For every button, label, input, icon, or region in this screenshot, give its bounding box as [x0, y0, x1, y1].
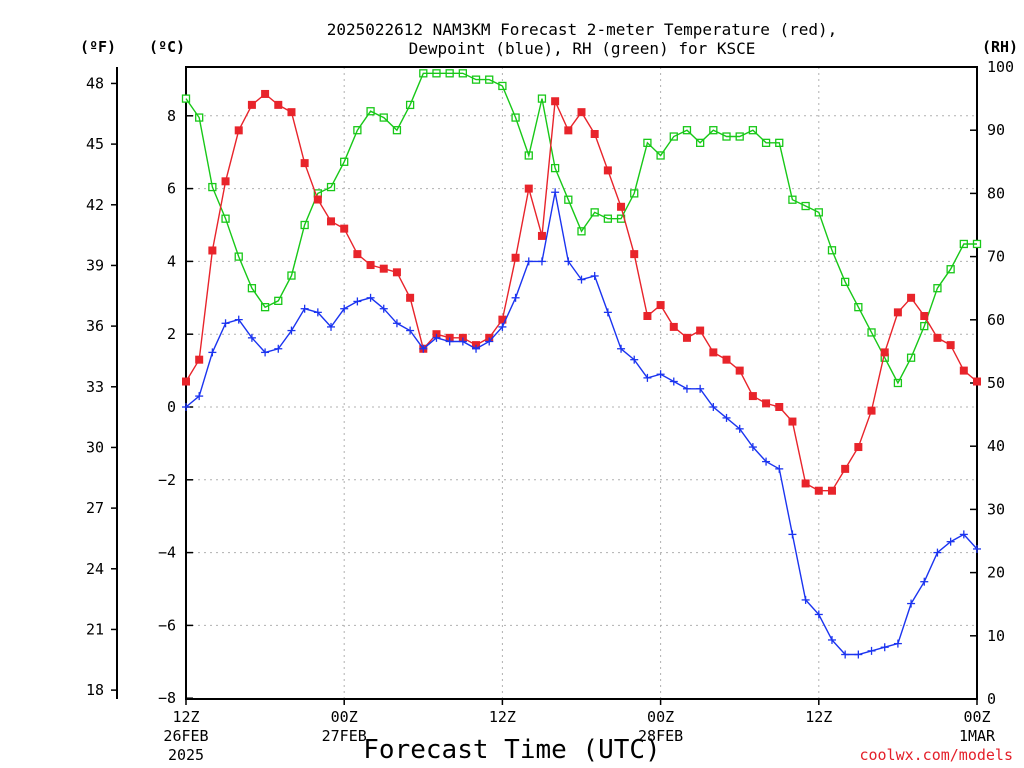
rh-axis: 0 10 20 30 40 50 60 70 80 90 100 — [970, 58, 1014, 708]
celsius-unit-label: (ºC) — [149, 38, 185, 56]
time-tick-label: 12Z — [805, 708, 832, 726]
fahrenheit-unit-label: (ºF) — [80, 38, 116, 56]
fahrenheit-tick-label: 33 — [86, 378, 104, 396]
rh-tick-label: 100 — [987, 58, 1014, 76]
year-tick-label: 2025 — [168, 746, 204, 764]
celsius-tick-label: 0 — [167, 398, 176, 416]
celsius-tick-label: −6 — [158, 616, 176, 634]
date-tick-label: 26FEB — [163, 727, 208, 745]
fahrenheit-tick-label: 36 — [86, 317, 104, 335]
temperature-line — [185, 93, 978, 492]
time-tick-label: 00Z — [963, 708, 990, 726]
time-tick-label: 12Z — [172, 708, 199, 726]
time-tick-label: 00Z — [331, 708, 358, 726]
time-tick-label: 00Z — [647, 708, 674, 726]
rh-tick-label: 40 — [987, 437, 1005, 455]
rh-tick-label: 70 — [987, 248, 1005, 266]
series-layer — [181, 69, 982, 659]
fahrenheit-tick-label: 39 — [86, 256, 104, 274]
fahrenheit-axis: 18 21 24 27 30 33 36 39 42 45 48 — [86, 67, 118, 699]
celsius-tick-label: −4 — [158, 544, 176, 562]
celsius-tick-label: 6 — [167, 180, 176, 198]
time-tick-label: 12Z — [489, 708, 516, 726]
fahrenheit-tick-label: 48 — [86, 74, 104, 92]
date-tick-label: 1MAR — [959, 727, 996, 745]
rh-series — [181, 69, 982, 388]
rh-tick-label: 50 — [987, 374, 1005, 392]
celsius-tick-label: 4 — [167, 252, 176, 270]
fahrenheit-tick-label: 24 — [86, 560, 104, 578]
celsius-tick-label: −8 — [158, 689, 176, 707]
rh-line — [185, 72, 977, 385]
date-tick-label: 27FEB — [322, 727, 367, 745]
temperature-point — [973, 377, 981, 386]
dewpoint-line — [185, 192, 978, 656]
fahrenheit-tick-label: 18 — [86, 681, 104, 699]
chart-title-line-2: Dewpoint (blue), RH (green) for KSCE — [409, 39, 756, 58]
fahrenheit-tick-label: 42 — [86, 196, 104, 214]
fahrenheit-tick-label: 45 — [86, 135, 104, 153]
fahrenheit-tick-label: 27 — [86, 499, 104, 517]
celsius-tick-label: 8 — [167, 107, 176, 125]
chart-title-line-1: 2025022612 NAM3KM Forecast 2-meter Tempe… — [327, 20, 838, 39]
rh-tick-label: 20 — [987, 564, 1005, 582]
credit-text: coolwx.com/models — [859, 746, 1013, 764]
fahrenheit-tick-label: 21 — [86, 620, 104, 638]
x-axis-title: Forecast Time (UTC) — [363, 735, 660, 765]
dewpoint-series — [182, 188, 981, 659]
date-tick-label: 28FEB — [638, 727, 683, 745]
rh-tick-label: 0 — [987, 690, 996, 708]
rh-tick-label: 60 — [987, 311, 1005, 329]
rh-tick-label: 30 — [987, 500, 1005, 518]
celsius-axis: −8 −6 −4 −2 0 2 4 6 8 — [158, 107, 193, 707]
rh-tick-label: 90 — [987, 121, 1005, 139]
celsius-tick-label: 2 — [167, 325, 176, 343]
fahrenheit-tick-label: 30 — [86, 438, 104, 456]
rh-tick-label: 10 — [987, 627, 1005, 645]
temperature-point — [182, 377, 190, 386]
celsius-tick-label: −2 — [158, 471, 176, 489]
rh-tick-label: 80 — [987, 184, 1005, 202]
rh-unit-label: (RH) — [982, 38, 1018, 56]
